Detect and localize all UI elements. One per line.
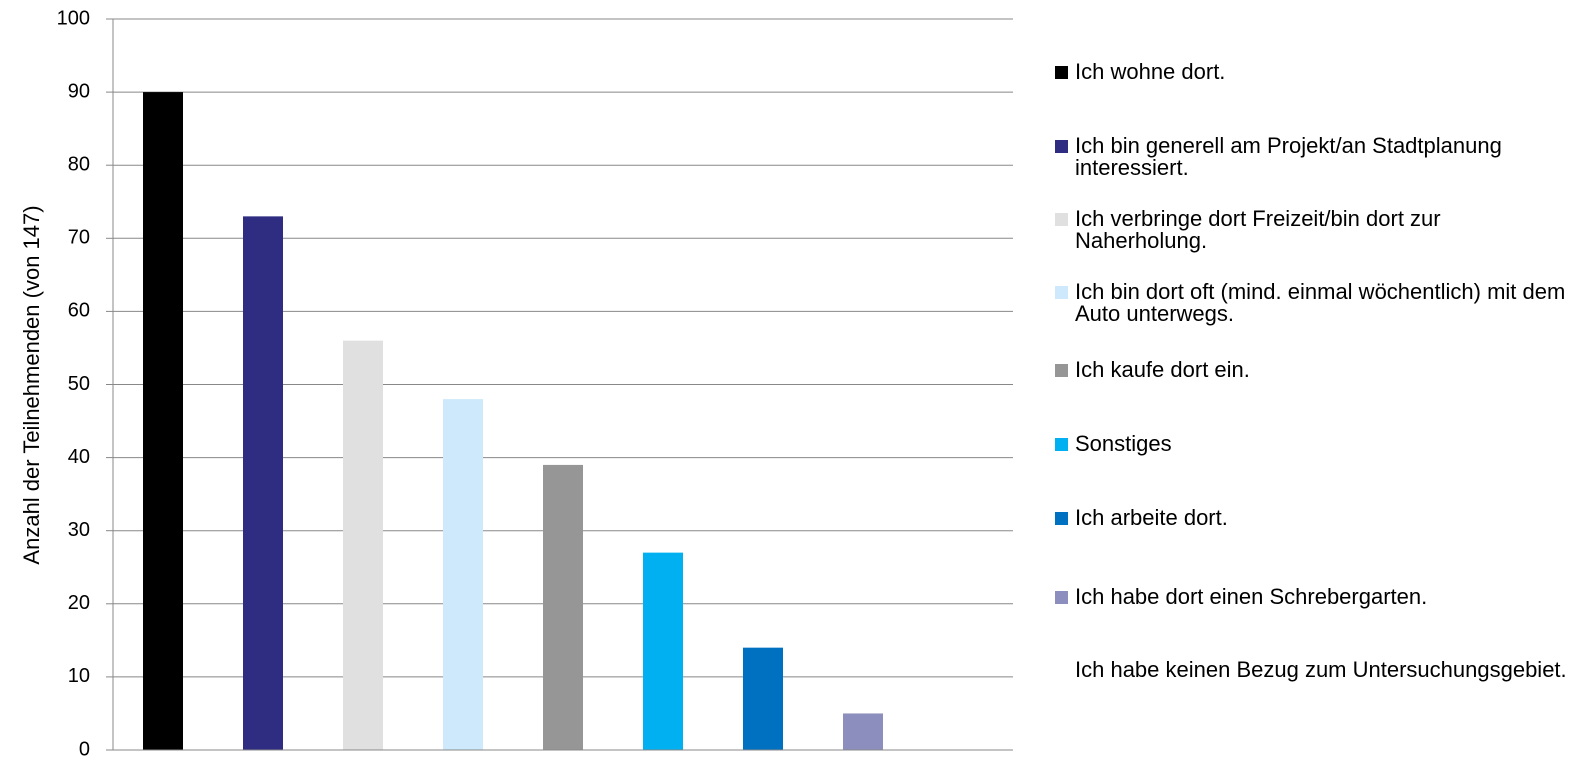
legend-item: Ich arbeite dort. [1055, 507, 1567, 529]
bar [743, 647, 783, 750]
y-tick-label: 0 [79, 738, 90, 758]
y-tick-label: 10 [68, 665, 90, 687]
legend-swatch [1055, 140, 1068, 153]
legend-swatch [1055, 512, 1068, 525]
legend-swatch [1055, 66, 1068, 79]
y-tick-label: 80 [68, 153, 90, 175]
legend-item: Ich wohne dort. [1055, 61, 1567, 83]
legend-swatch [1055, 364, 1068, 377]
bar [443, 399, 483, 750]
y-tick-label: 50 [68, 373, 90, 395]
legend-label: Sonstiges [1075, 431, 1172, 456]
legend-item: Ich habe dort einen Schrebergarten. [1055, 586, 1567, 608]
y-axis-title: Anzahl der Teilnehmenden (von 147) [19, 205, 44, 564]
legend-swatch [1055, 664, 1068, 677]
legend-label: Ich habe dort einen Schrebergarten. [1075, 584, 1428, 609]
y-tick-label: 30 [68, 519, 90, 541]
bar [543, 464, 583, 750]
legend-item: Sonstiges [1055, 433, 1567, 455]
legend-label: Ich arbeite dort. [1075, 505, 1228, 530]
bar [243, 216, 283, 750]
legend-swatch [1055, 438, 1068, 451]
legend-swatch [1055, 213, 1068, 226]
y-tick-label: 60 [68, 300, 90, 322]
legend-label: Ich wohne dort. [1075, 59, 1226, 84]
legend-label: Ich habe keinen Bezug zum Untersuchungsg… [1075, 657, 1567, 682]
y-tick-label: 20 [68, 592, 90, 614]
legend-label: Ich kaufe dort ein. [1075, 357, 1250, 382]
legend-label: Ich verbringe dort Freizeit/bin dort zur… [1075, 206, 1441, 253]
bar [843, 713, 883, 750]
legend-item: Ich bin dort oft (mind. einmal wöchentli… [1055, 281, 1567, 325]
legend-label: Ich bin dort oft (mind. einmal wöchentli… [1075, 279, 1566, 326]
bar [643, 552, 683, 750]
y-tick-label: 90 [68, 80, 90, 102]
legend-item: Ich verbringe dort Freizeit/bin dort zur… [1055, 208, 1567, 252]
legend-swatch [1055, 591, 1068, 604]
legend-label: Ich bin generell am Projekt/an Stadtplan… [1075, 133, 1502, 180]
bar [343, 340, 383, 750]
y-tick-label: 100 [57, 7, 90, 29]
legend-item: Ich kaufe dort ein. [1055, 359, 1567, 381]
legend-swatch [1055, 286, 1068, 299]
legend-item: Ich habe keinen Bezug zum Untersuchungsg… [1055, 659, 1567, 681]
bar [143, 92, 183, 751]
y-tick-label: 70 [68, 227, 90, 249]
legend-item: Ich bin generell am Projekt/an Stadtplan… [1055, 135, 1567, 179]
y-tick-label: 40 [68, 446, 90, 468]
